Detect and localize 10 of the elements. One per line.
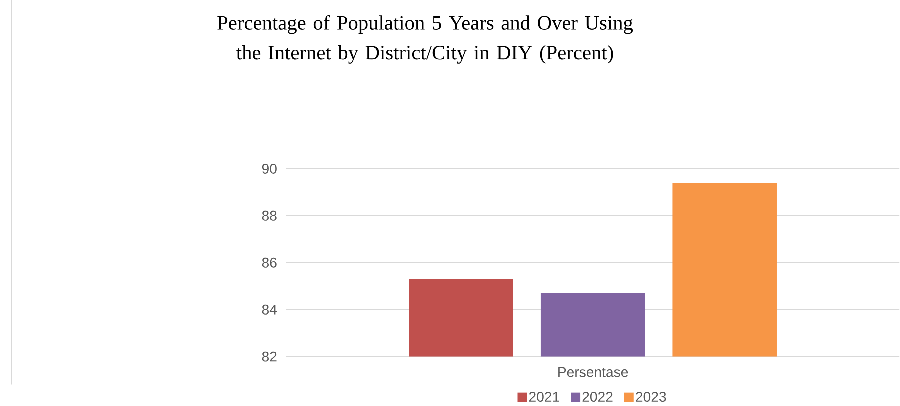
legend-label: 2023: [636, 392, 666, 402]
y-tick-label: 82: [262, 352, 277, 362]
chart-title: Percentage of Population 5 Years and Over Using the Internet by District/City in DIY (Percent): [218, 15, 634, 64]
x-tick-label: Persentase: [558, 367, 628, 378]
legend-label: 2021: [529, 392, 560, 402]
y-tick-label: 88: [262, 210, 277, 221]
y-tick-label: 86: [262, 258, 277, 268]
legend-label: 2022: [582, 392, 613, 402]
y-tick-label: 84: [262, 304, 278, 315]
y-tick-label: 90: [262, 164, 277, 174]
